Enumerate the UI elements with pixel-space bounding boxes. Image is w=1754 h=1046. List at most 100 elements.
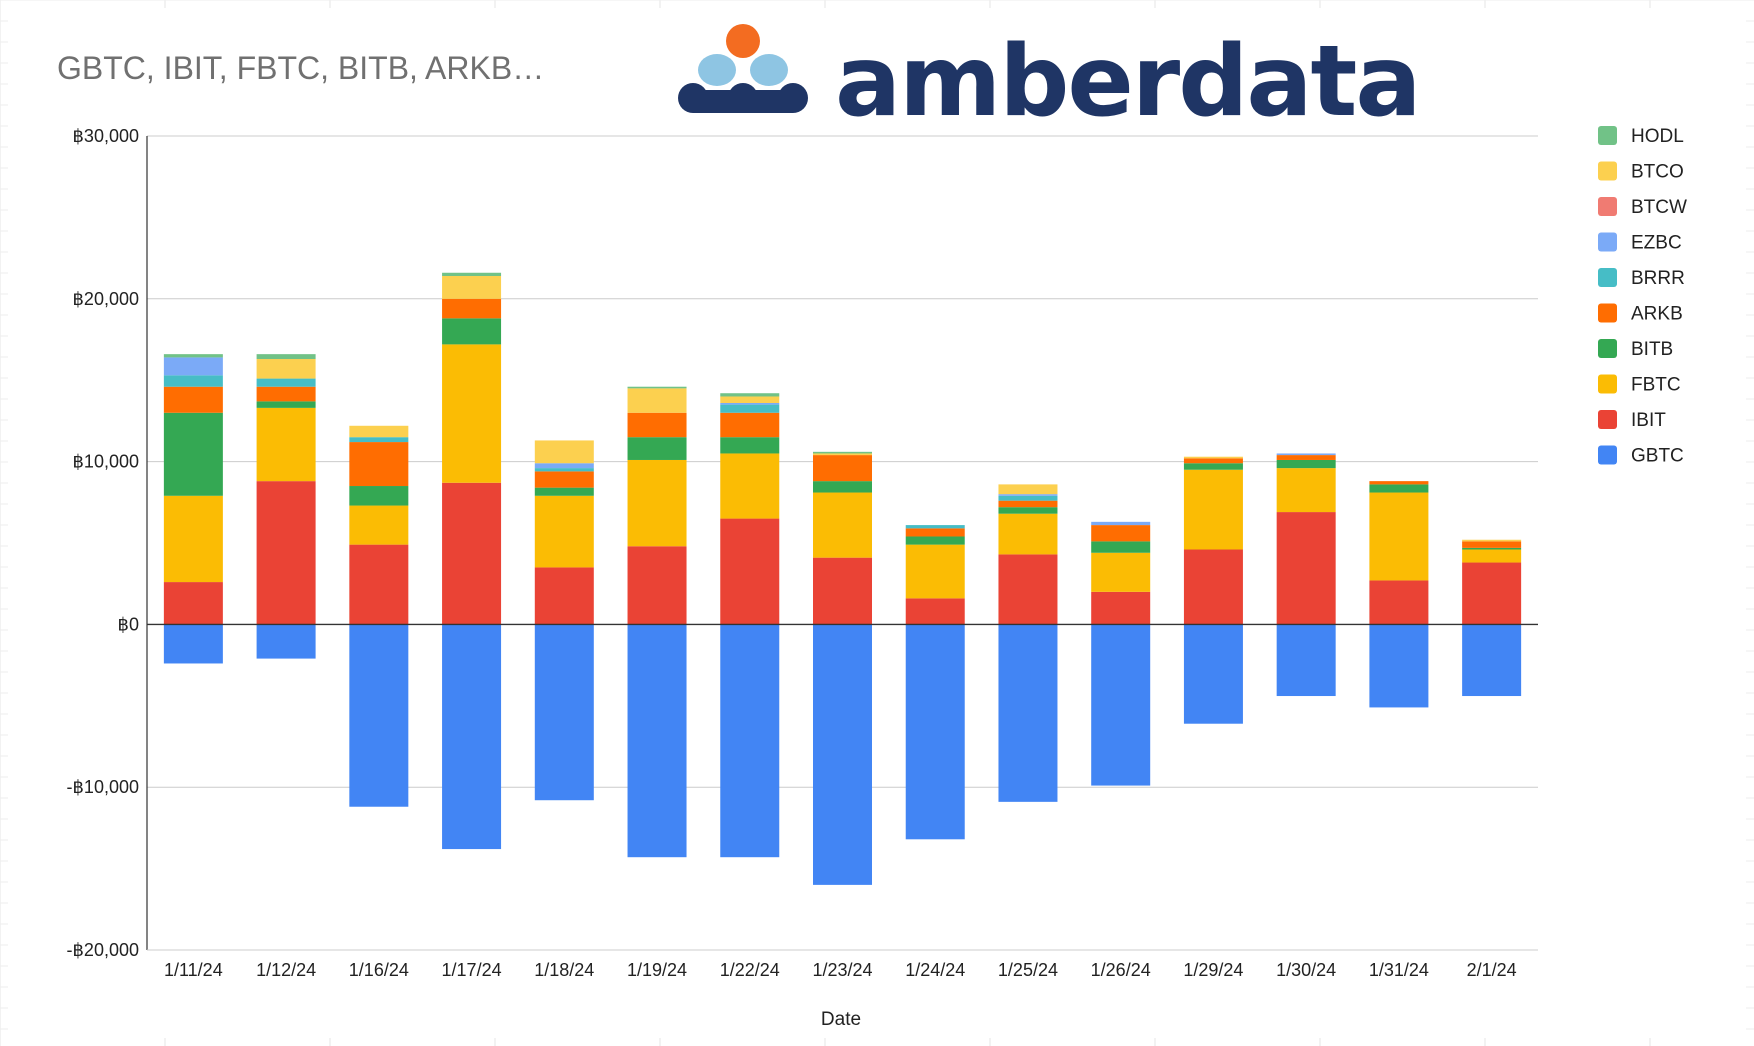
bar-segment-bitb (1183, 463, 1243, 470)
legend-label-bitb: BITB (1631, 339, 1673, 360)
y-tick-label: -฿10,000 (66, 777, 139, 797)
bar-segment-hodl (256, 354, 316, 360)
bar-segment-brrr (998, 495, 1058, 501)
bar-segment-gbtc (905, 624, 965, 840)
bar-segment-bitb (163, 412, 223, 496)
bar-segment-bitb (534, 487, 594, 496)
bar-segment-hodl (813, 451, 872, 454)
bar-segment-bitb (1276, 459, 1336, 469)
bar-segment-fbtc (256, 407, 316, 482)
x-tick-label: 1/29/24 (1183, 960, 1243, 980)
bar-segment-fbtc (534, 495, 594, 568)
bar-segment-gbtc (720, 624, 780, 858)
bar-segment-arkb (1091, 525, 1151, 542)
bar-segment-bitb (998, 507, 1058, 514)
bar-segment-gbtc (998, 624, 1058, 802)
bar-segment-gbtc (1091, 624, 1151, 786)
legend: HODL BTCO BTCW EZBC BRRR ARKB BITB FBTC IBIT GBTC (1598, 126, 1687, 467)
x-tick-label: 1/23/24 (812, 960, 872, 980)
bar-segment-arkb (998, 500, 1058, 508)
legend-swatch-bitb (1598, 339, 1617, 358)
bar-segment-arkb (1462, 541, 1522, 548)
amberdata-logo: amberdata (678, 24, 1421, 139)
bar-segment-fbtc (1183, 469, 1243, 550)
x-tick-label: 1/26/24 (1091, 960, 1151, 980)
bar-segment-bitb (349, 486, 409, 506)
bar-segment-gbtc (163, 624, 223, 664)
legend-swatch-ibit (1598, 410, 1617, 429)
bar-segment-btco (256, 359, 316, 379)
bar-segment-ibit (349, 544, 409, 625)
bar-segment-btco (627, 388, 687, 413)
legend-label-ibit: IBIT (1631, 410, 1666, 431)
x-tick-label: 1/22/24 (720, 960, 780, 980)
legend-swatch-gbtc (1598, 445, 1617, 465)
bar-segment-btco (813, 453, 872, 456)
x-tick-label: 1/24/24 (905, 960, 965, 980)
bar-segment-gbtc (349, 624, 409, 807)
x-axis-title: Date (821, 1009, 861, 1030)
bar-segment-arkb (349, 442, 409, 487)
bar-segment-hodl (163, 354, 223, 358)
bar-segment-ezbc (720, 402, 780, 405)
bar-segment-bitb (720, 437, 780, 454)
bar-segment-fbtc (1369, 492, 1429, 581)
amberdata-logo-mark (678, 24, 808, 113)
bar-segment-ibit (1091, 591, 1151, 625)
bar-segment-ibit (1276, 512, 1336, 625)
bar-segment-gbtc (627, 624, 687, 858)
bar-segment-gbtc (1462, 624, 1522, 697)
amberdata-wordmark: amberdata (835, 25, 1419, 139)
bar-segment-arkb (1183, 458, 1243, 464)
bar-series (163, 272, 1522, 885)
bar-segment-ibit (813, 557, 872, 625)
y-tick-label: ฿30,000 (72, 126, 139, 146)
bar-segment-ibit (1369, 580, 1429, 625)
y-tick-label: ฿20,000 (72, 289, 139, 309)
bar-segment-ibit (627, 546, 687, 625)
bar-segment-ibit (256, 481, 316, 625)
x-tick-label: 1/17/24 (442, 960, 502, 980)
bar-segment-hodl (627, 386, 687, 389)
bar-segment-bitb (256, 401, 316, 408)
bar-segment-arkb (720, 412, 780, 438)
legend-label-brrr: BRRR (1631, 268, 1685, 289)
bar-segment-ezbc (1091, 521, 1151, 526)
x-tick-label: 1/12/24 (256, 960, 316, 980)
x-tick-label: 1/25/24 (998, 960, 1058, 980)
bar-segment-brrr (349, 437, 409, 443)
bar-segment-btco (349, 425, 409, 438)
chart-title: GBTC, IBIT, FBTC, BITB, ARKB… (57, 50, 545, 86)
logo-orange-dot (726, 24, 760, 58)
logo-navy-band (693, 90, 793, 113)
bar-segment-brrr (720, 404, 780, 413)
bar-segment-bitb (813, 481, 872, 493)
bar-segment-fbtc (1091, 552, 1151, 592)
bar-segment-btco (720, 396, 780, 403)
bar-segment-bitb (1369, 484, 1429, 493)
bar-segment-arkb (1369, 481, 1429, 485)
bar-segment-gbtc (1183, 624, 1243, 724)
y-tick-label: ฿0 (118, 614, 139, 634)
bar-segment-arkb (163, 386, 223, 413)
bar-segment-gbtc (534, 624, 594, 801)
bar-segment-hodl (720, 393, 780, 397)
legend-swatch-btco (1598, 161, 1617, 181)
legend-swatch-fbtc (1598, 374, 1617, 394)
bar-segment-ezbc (534, 463, 594, 469)
bar-segment-brrr (534, 468, 594, 472)
bar-segment-bitb (442, 318, 502, 345)
x-tick-label: 1/18/24 (534, 960, 594, 980)
bar-segment-fbtc (720, 453, 780, 519)
bar-segment-arkb (256, 386, 316, 402)
bar-segment-arkb (1276, 455, 1336, 460)
bar-segment-btco (1183, 456, 1243, 459)
legend-label-gbtc: GBTC (1631, 446, 1684, 467)
bar-segment-arkb (813, 455, 872, 482)
bar-segment-fbtc (163, 495, 223, 583)
bar-segment-ibit (998, 554, 1058, 625)
bar-segment-btco (998, 484, 1058, 495)
bar-segment-fbtc (905, 544, 965, 599)
bar-segment-fbtc (1462, 549, 1522, 563)
